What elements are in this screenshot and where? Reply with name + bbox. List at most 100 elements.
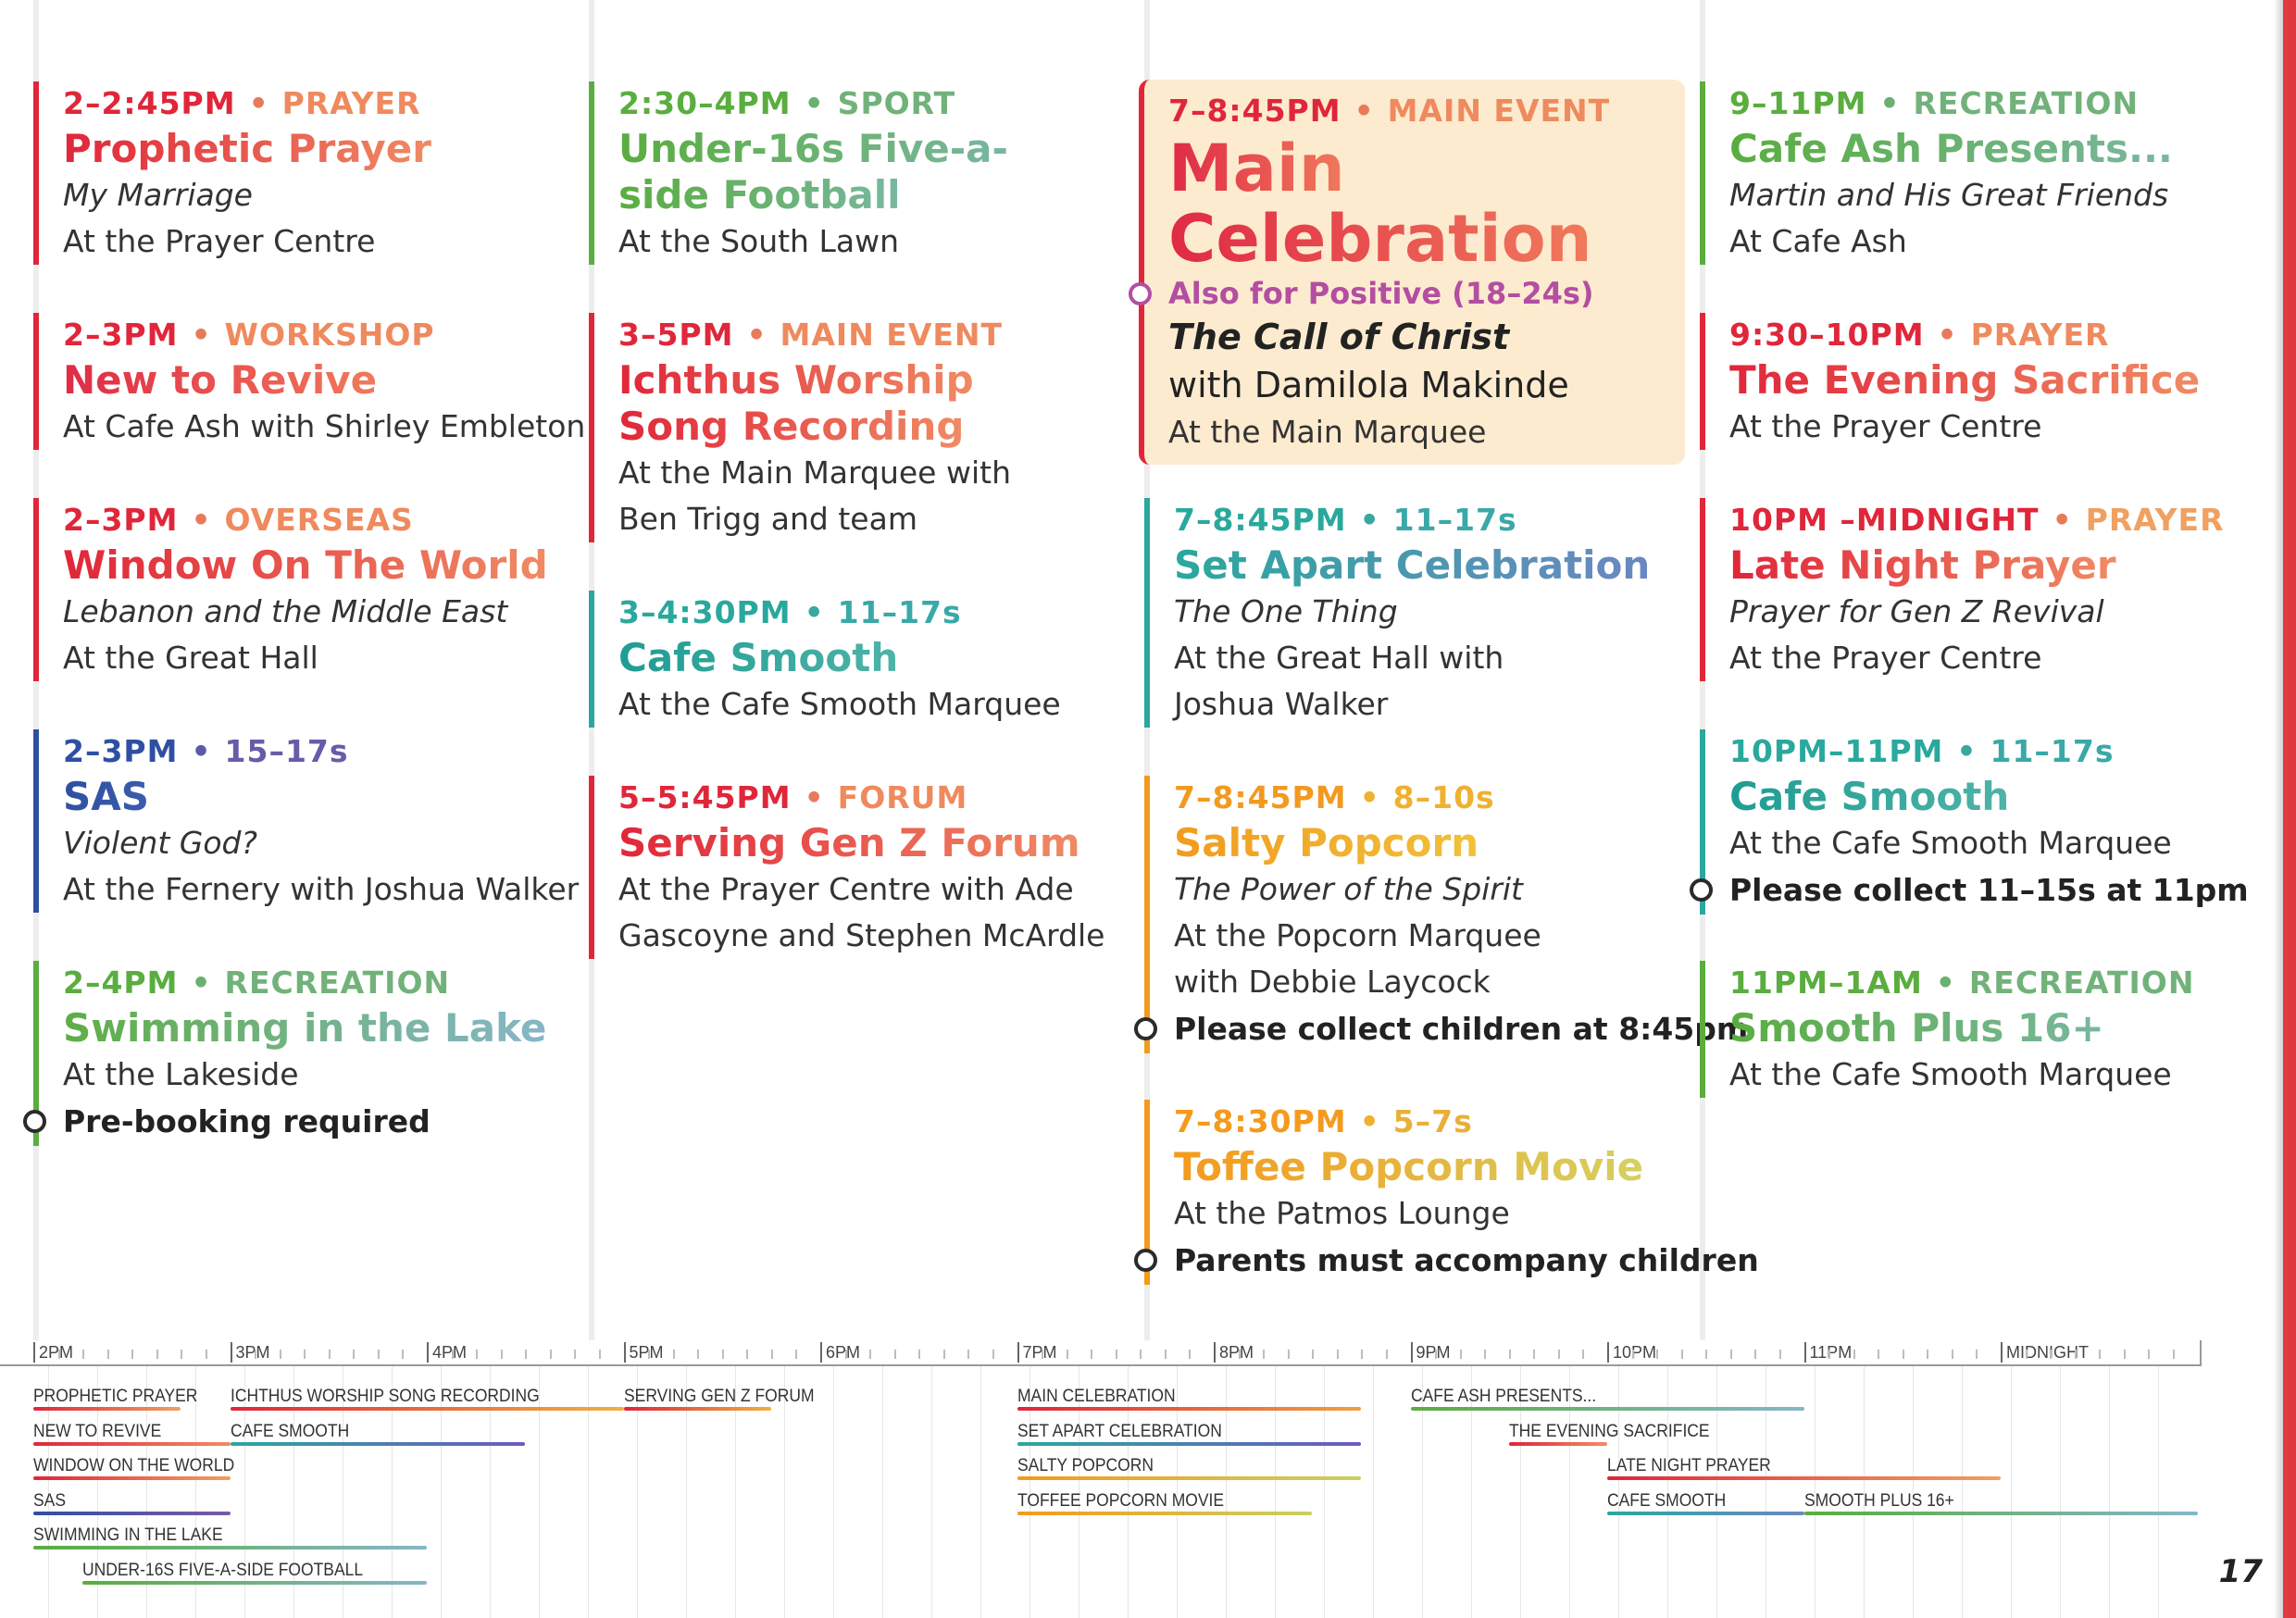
event-time: 9:30–10PM [1729,317,1925,353]
event-category: MAIN EVENT [780,317,1004,353]
timeline-tick [844,1350,847,1359]
timeline-tick [82,1350,85,1359]
timeline-event-label: SWIMMING IN THE LAKE [33,1525,223,1545]
timeline-tick [1582,1350,1585,1359]
timeline-event: TOFFEE POPCORN MOVIE [1017,1491,1313,1515]
timeline-tick [1484,1350,1487,1359]
timeline-event: LATE NIGHT PRAYER [1607,1456,2001,1480]
event-location-line2: Ben Trigg and team [618,501,917,537]
event-location: At the Great Hall [63,640,318,676]
timeline-tick [942,1350,945,1359]
event-location-line1: At the Popcorn Marquee [1174,917,1541,953]
event-location: At the Cafe Smooth Marquee [1729,825,2172,861]
timeline-tick [279,1350,281,1359]
event-subtitle: Lebanon and the Middle East [63,593,508,629]
event-late-night-prayer: 10PM –MIDNIGHT • PRAYER Late Night Prayer … [1700,498,2224,681]
timeline-tick [1336,1350,1339,1359]
event-ichthus-worship: 3–5PM • MAIN EVENT Ichthus Worship Song Re… [589,313,1011,542]
timeline-event-label: CAFE SMOOTH [230,1421,349,1441]
timeline-event: CAFE SMOOTH [1607,1491,1804,1515]
timeline-axis: 2PM 3PM 4PM 5PM 6PM 7PM 8PM 9PM 10PM 11PM MIDNIGHT [0,1340,2202,1366]
timeline-tick [2172,1350,2175,1359]
timeline-tick [1951,1350,1953,1359]
event-evening-sacrifice: 9:30–10PM • PRAYER The Evening Sacrifice A… [1700,313,2200,450]
timeline-event-label: PROPHETIC PRAYER [33,1387,198,1406]
timeline-event-label: SERVING GEN Z FORUM [623,1387,815,1406]
timeline-event: PROPHETIC PRAYER [33,1387,198,1411]
event-title-line1: Ichthus Worship [618,357,974,403]
event-category: RECREATION [1968,965,2195,1001]
timeline-event: SERVING GEN Z FORUM [623,1387,815,1411]
timeline-tick [2148,1350,2151,1359]
event-location: At the Lakeside [63,1056,299,1092]
timeline-event-bar [1508,1441,1607,1446]
timeline-tick [525,1350,528,1359]
event-note: Pre-booking required [22,1098,546,1146]
event-category: RECREATION [1913,85,2140,121]
event-category: 11–17s [1392,502,1517,538]
timeline-tick [574,1350,577,1359]
timeline-tick [1729,1350,1732,1359]
event-time: 7–8:45PM [1174,779,1347,815]
timeline-tick [1435,1350,1438,1359]
event-location-line2: Gascoyne and Stephen McArdle [618,917,1105,953]
timeline-tick [353,1350,356,1359]
timeline-event-bar [33,1407,181,1411]
timeline-hour-label: 6PM [820,1342,860,1363]
timeline-tick [648,1350,651,1359]
timeline-event-label: CAFE ASH PRESENTS... [1410,1387,1596,1406]
timeline-event-bar [82,1580,427,1585]
timeline-tick [893,1350,896,1359]
timeline-tick [1140,1350,1142,1359]
timeline-event-label: MAIN CELEBRATION [1017,1387,1176,1406]
event-time: 2–4PM [63,965,179,1001]
event-location: At the Prayer Centre [63,223,376,259]
timeline-tick [328,1350,331,1359]
timeline-tick [1557,1350,1560,1359]
event-category: 11–17s [837,594,962,630]
event-location-line2: Joshua Walker [1174,686,1389,722]
event-time: 10PM –MIDNIGHT [1729,502,2040,538]
event-title-line1: Under-16s Five-a- [618,126,1008,171]
event-category: PRAYER [1970,317,2110,353]
timeline-tick [1115,1350,1117,1359]
timeline-tick [1238,1350,1241,1359]
page-number: 17 [2218,1553,2263,1590]
timeline-tick [967,1350,970,1359]
timeline-hour-label: 5PM [623,1342,664,1363]
event-title: Salty Popcorn [1174,820,1479,865]
event-main-celebration: 7–8:45PM • MAIN EVENT Main Celebration Als… [1129,80,1685,465]
event-category: PRAYER [2085,502,2225,538]
event-prophetic-prayer: 2–2:45PM • PRAYER Prophetic Prayer My Marr… [33,81,431,265]
event-cafe-smooth: 3–4:30PM • 11–17s Cafe Smooth At the Cafe … [589,591,1061,728]
event-subtitle: Martin and His Great Friends [1729,177,2169,213]
event-swimming-in-the-lake: 2–4PM • RECREATION Swimming in the Lake At… [22,961,546,1146]
timeline-hour-label: 7PM [1017,1342,1057,1363]
event-location-line1: At the Main Marquee with [618,454,1011,491]
event-time: 2:30–4PM [618,85,792,121]
event-time: 11PM–1AM [1729,965,1923,1001]
timeline-hour-label: 8PM [1214,1342,1254,1363]
event-time: 3–5PM [618,317,734,353]
event-category: 8–10s [1392,779,1495,815]
event-location: At the Prayer Centre [1729,640,2042,676]
timeline-event: ICHTHUS WORSHIP SONG RECORDING [230,1387,624,1411]
event-location: At the Patmos Lounge [1174,1195,1510,1231]
timeline-tick [746,1350,749,1359]
event-location-line1: At the Prayer Centre with Ade [618,871,1074,907]
event-title: Serving Gen Z Forum [618,820,1080,865]
timeline-event-bar [33,1511,231,1515]
event-cafe-ash-presents: 9–11PM • RECREATION Cafe Ash Presents... M… [1700,81,2173,265]
timeline-event-bar [1803,1511,2198,1515]
timeline-tick [1631,1350,1634,1359]
event-note: Parents must accompany children [1134,1237,1759,1285]
timeline-tick [770,1350,773,1359]
event-category: MAIN EVENT [1387,93,1611,129]
event-subtitle: The Call of Christ [1168,317,1510,357]
timeline-event: WINDOW ON THE WORLD [33,1456,234,1480]
timeline-hour-label: 4PM [427,1342,467,1363]
timeline-tick [2074,1350,2077,1359]
event-new-to-revive: 2–3PM • WORKSHOP New to Revive At Cafe Ash… [33,313,585,450]
timeline-tick [1878,1350,1880,1359]
timeline-event-label: UNDER-16S FIVE-A-SIDE FOOTBALL [82,1560,364,1580]
